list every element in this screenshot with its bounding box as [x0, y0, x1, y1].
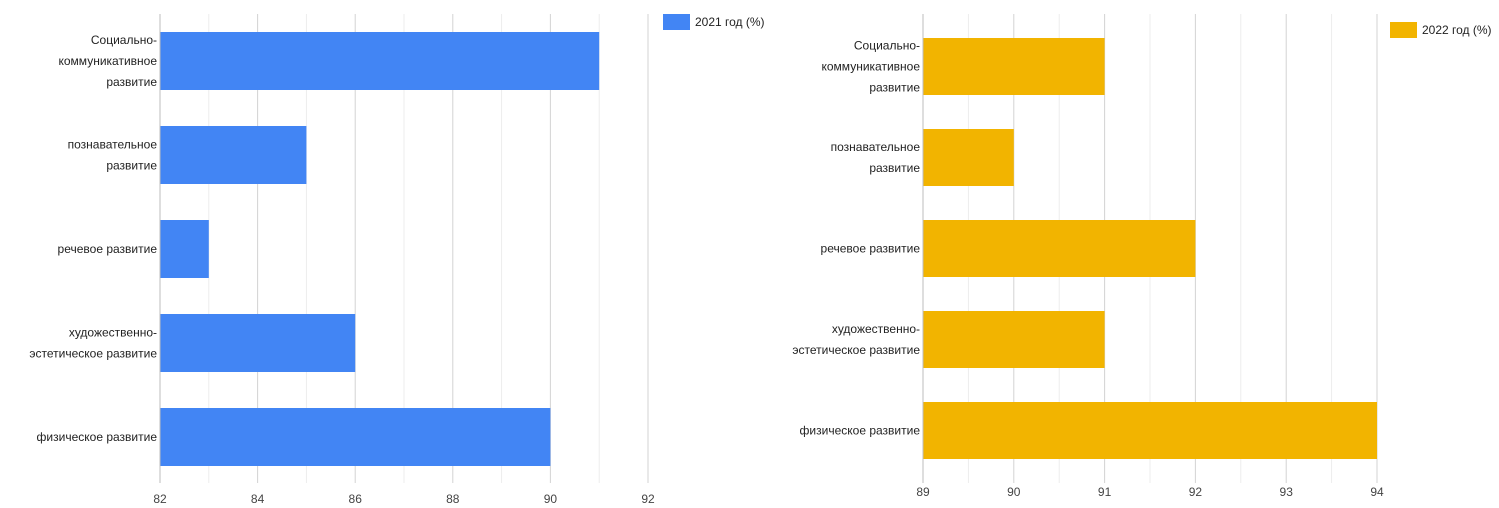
category-label-line: речевое развитие [821, 242, 921, 256]
category-label: речевое развитие [821, 242, 921, 256]
legend-swatch [1390, 22, 1417, 38]
x-tick-label: 89 [916, 485, 930, 499]
chart-2022: Социально-коммуникативное развитиепознава… [792, 14, 1492, 499]
bar[interactable] [923, 129, 1014, 186]
x-tick-label: 94 [1370, 485, 1384, 499]
category-label-line: речевое развитие [58, 242, 158, 256]
chart-2021: Социально-коммуникативное развитиепознава… [29, 14, 765, 506]
category-label: физическое развитие [37, 430, 158, 444]
legend-label: 2022 год (%) [1422, 23, 1492, 37]
category-label: физическое развитие [800, 424, 921, 438]
category-label: художественно-эстетическое развитие [29, 326, 157, 361]
legend-swatch [663, 14, 690, 30]
x-tick-label: 93 [1280, 485, 1294, 499]
category-label-line: коммуникативное [822, 60, 921, 74]
bar[interactable] [923, 311, 1105, 368]
bar[interactable] [923, 38, 1105, 95]
category-label-line: развитие [106, 75, 157, 89]
category-label-line: художественно- [832, 322, 920, 336]
bar[interactable] [160, 314, 356, 372]
bar[interactable] [160, 408, 551, 466]
category-label-line: познавательное [831, 140, 921, 154]
category-label-line: развитие [869, 81, 920, 95]
x-tick-label: 90 [544, 492, 558, 506]
category-label-line: коммуникативное [59, 54, 158, 68]
category-label-line: познавательное [68, 138, 158, 152]
category-label: Социально-коммуникативное развитие [59, 33, 158, 89]
bar[interactable] [923, 220, 1196, 277]
x-tick-label: 90 [1007, 485, 1021, 499]
category-label: речевое развитие [58, 242, 158, 256]
bar[interactable] [160, 32, 600, 90]
category-label-line: физическое развитие [37, 430, 158, 444]
x-tick-label: 88 [446, 492, 460, 506]
category-label-line: развитие [106, 159, 157, 173]
category-label-line: Социально- [854, 39, 920, 53]
category-label: познавательное развитие [68, 138, 158, 173]
x-tick-label: 91 [1098, 485, 1112, 499]
category-label: Социально-коммуникативное развитие [822, 39, 921, 95]
category-label-line: Социально- [91, 33, 157, 47]
bar[interactable] [160, 126, 307, 184]
category-label: познавательное развитие [831, 140, 921, 175]
x-tick-label: 92 [641, 492, 655, 506]
x-tick-label: 84 [251, 492, 265, 506]
x-tick-label: 86 [349, 492, 363, 506]
bar[interactable] [923, 402, 1377, 459]
category-label: художественно-эстетическое развитие [792, 322, 920, 357]
category-label-line: эстетическое развитие [29, 347, 157, 361]
bar[interactable] [160, 220, 209, 278]
category-label-line: физическое развитие [800, 424, 921, 438]
x-tick-label: 92 [1189, 485, 1203, 499]
x-tick-label: 82 [153, 492, 167, 506]
category-label-line: эстетическое развитие [792, 343, 920, 357]
category-label-line: развитие [869, 161, 920, 175]
legend-label: 2021 год (%) [695, 15, 765, 29]
category-label-line: художественно- [69, 326, 157, 340]
